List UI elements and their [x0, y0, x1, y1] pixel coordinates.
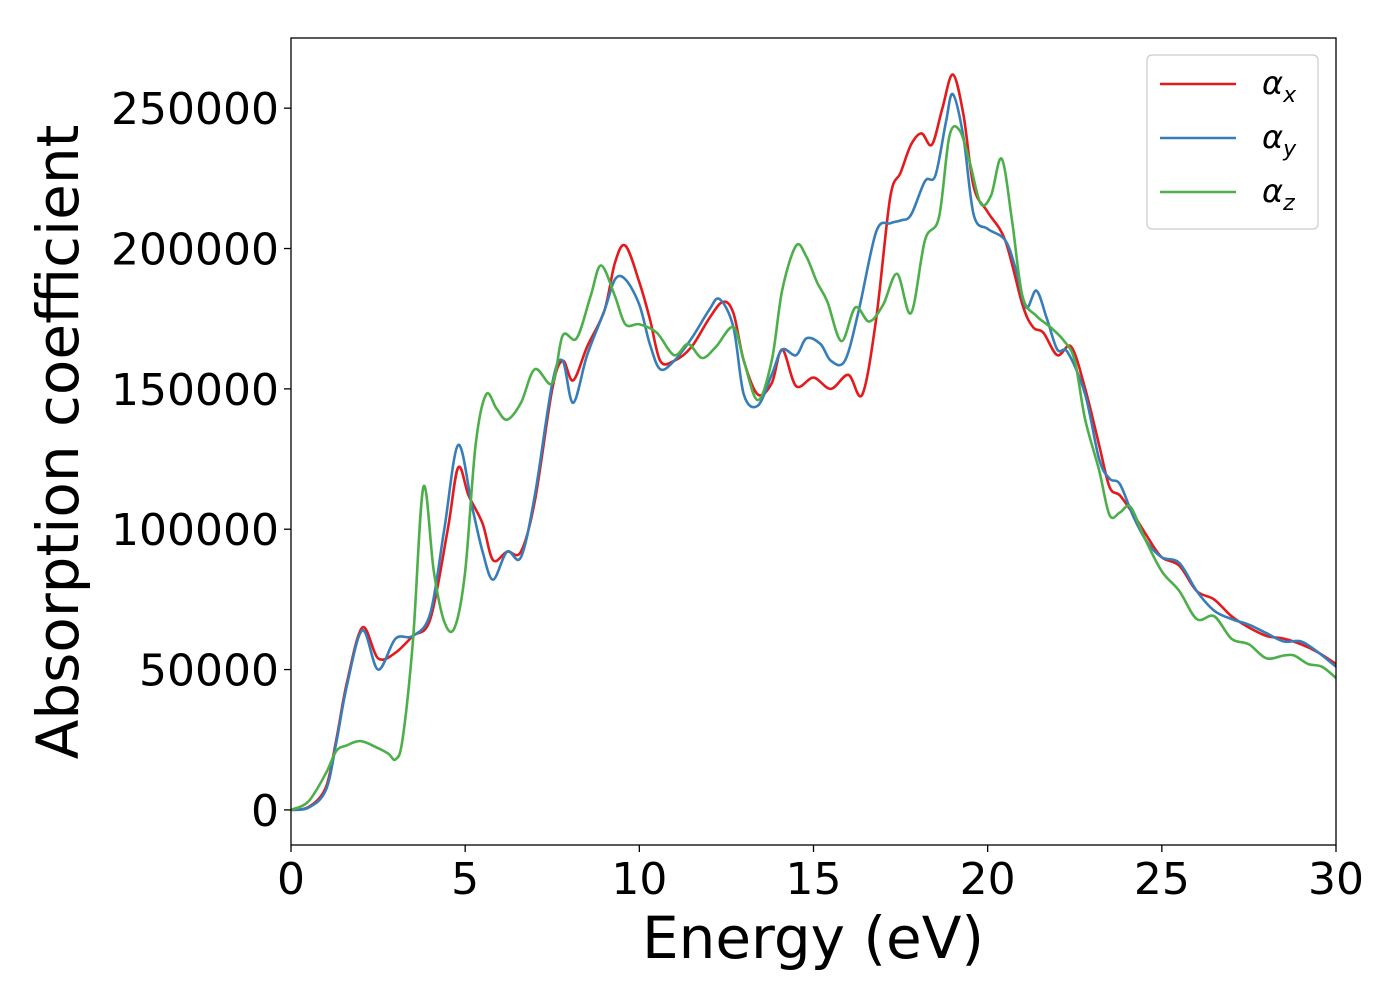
x-tick-label: 10: [611, 854, 667, 905]
x-tick-label: 15: [786, 854, 842, 905]
x-tick-label: 5: [451, 854, 479, 905]
series-layer: [291, 73, 1336, 812]
y-axis: 0 50000 100000 150000 200000 250000: [111, 84, 291, 837]
legend-label-alpha-z: αz: [1262, 172, 1295, 216]
y-tick-label: 50000: [139, 646, 279, 697]
legend-label-alpha-x: αx: [1262, 64, 1297, 108]
x-tick-label: 0: [277, 854, 305, 905]
x-tick-label: 30: [1308, 854, 1364, 905]
series-line-alpha-x: [291, 73, 1336, 812]
legend-label-alpha-y: αy: [1262, 118, 1297, 162]
x-tick-label: 25: [1134, 854, 1190, 905]
y-tick-label: 200000: [111, 225, 279, 276]
series-line-alpha-y: [291, 92, 1336, 812]
y-tick-label: 150000: [111, 365, 279, 416]
y-axis-title: Absorption coefficient: [24, 125, 92, 760]
x-tick-label: 20: [960, 854, 1016, 905]
x-axis: 0 5 10 15 20 25 30: [277, 845, 1364, 905]
y-tick-label: 0: [251, 786, 279, 837]
legend: αx αy αz: [1146, 54, 1319, 230]
y-tick-label: 250000: [111, 84, 279, 135]
y-tick-label: 100000: [111, 505, 279, 556]
x-axis-title: Energy (eV): [642, 904, 984, 972]
legend-box: [1146, 54, 1319, 230]
series-line-alpha-z: [291, 124, 1336, 812]
